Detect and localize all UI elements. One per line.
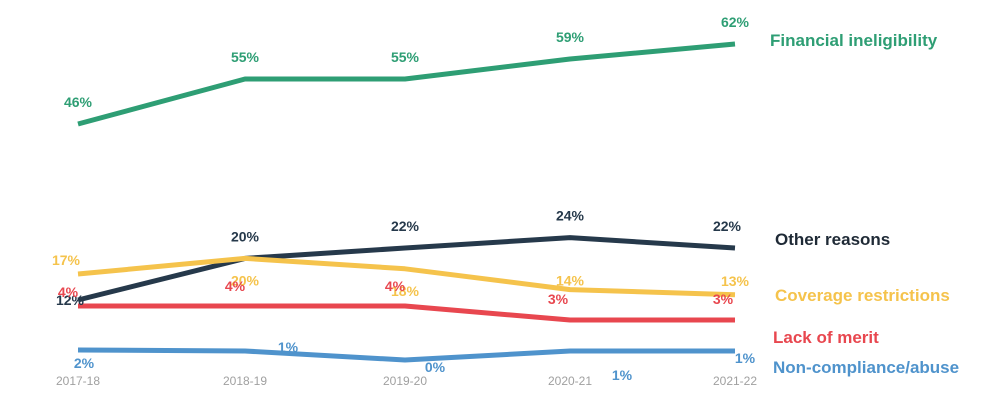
series-line-other-reasons: [77, 235, 736, 303]
data-label-lack-of-merit-3: 3%: [548, 291, 569, 307]
data-label-financial-ineligibility-2: 55%: [391, 49, 420, 65]
x-tick-2: 2019-20: [383, 374, 427, 388]
x-tick-0: 2017-18: [56, 374, 100, 388]
series-line-non-compliance-abuse: [77, 347, 735, 363]
series-label-other-reasons: Other reasons: [775, 230, 890, 249]
data-label-coverage-restrictions-3: 14%: [556, 273, 585, 289]
data-label-other-reasons-2: 22%: [391, 218, 420, 234]
x-tick-4: 2021-22: [713, 374, 757, 388]
data-label-financial-ineligibility-1: 55%: [231, 49, 260, 65]
x-tick-3: 2020-21: [548, 374, 592, 388]
x-tick-1: 2018-19: [223, 374, 267, 388]
data-label-coverage-restrictions-4: 13%: [721, 273, 750, 289]
series-lines: [77, 41, 736, 363]
series-line-lack-of-merit: [78, 303, 735, 323]
data-label-financial-ineligibility-0: 46%: [64, 94, 93, 110]
series-labels: Financial ineligibility Other reasons Cove…: [770, 31, 959, 377]
data-labels: 46% 55% 55% 59% 62% 12% 20% 22% 24% 22% 17% 20% 18% 1…: [52, 14, 756, 383]
data-label-other-reasons-1: 20%: [231, 228, 260, 244]
data-label-coverage-restrictions-1: 20%: [231, 272, 260, 288]
series-label-lack-of-merit: Lack of merit: [773, 328, 879, 347]
data-label-non-compliance-abuse-0: 2%: [74, 355, 95, 371]
data-label-lack-of-merit-4: 3%: [713, 291, 734, 307]
data-label-other-reasons-0: 12%: [56, 292, 85, 308]
data-label-non-compliance-abuse-4: 1%: [735, 350, 756, 366]
series-label-financial-ineligibility: Financial ineligibility: [770, 31, 938, 50]
data-label-non-compliance-abuse-1: 1%: [278, 339, 299, 355]
series-label-coverage-restrictions: Coverage restrictions: [775, 286, 950, 305]
series-label-non-compliance-abuse: Non-compliance/abuse: [773, 358, 959, 377]
data-label-financial-ineligibility-3: 59%: [556, 29, 585, 45]
x-axis-ticks: 2017-18 2018-19 2019-20 2020-21 2021-22: [56, 374, 757, 388]
series-line-coverage-restrictions: [77, 255, 736, 298]
data-label-non-compliance-abuse-2: 0%: [425, 359, 446, 375]
data-label-lack-of-merit-1: 4%: [225, 278, 246, 294]
data-label-coverage-restrictions-0: 17%: [52, 252, 81, 268]
data-label-lack-of-merit-0: 4%: [58, 284, 79, 300]
data-label-coverage-restrictions-2: 18%: [391, 283, 420, 299]
data-label-lack-of-merit-2: 4%: [385, 278, 406, 294]
data-label-other-reasons-3: 24%: [556, 208, 585, 224]
data-label-non-compliance-abuse-3: 1%: [612, 367, 633, 383]
series-line-financial-ineligibility: [77, 41, 736, 127]
data-label-other-reasons-4: 22%: [713, 218, 742, 234]
data-label-financial-ineligibility-4: 62%: [721, 14, 750, 30]
